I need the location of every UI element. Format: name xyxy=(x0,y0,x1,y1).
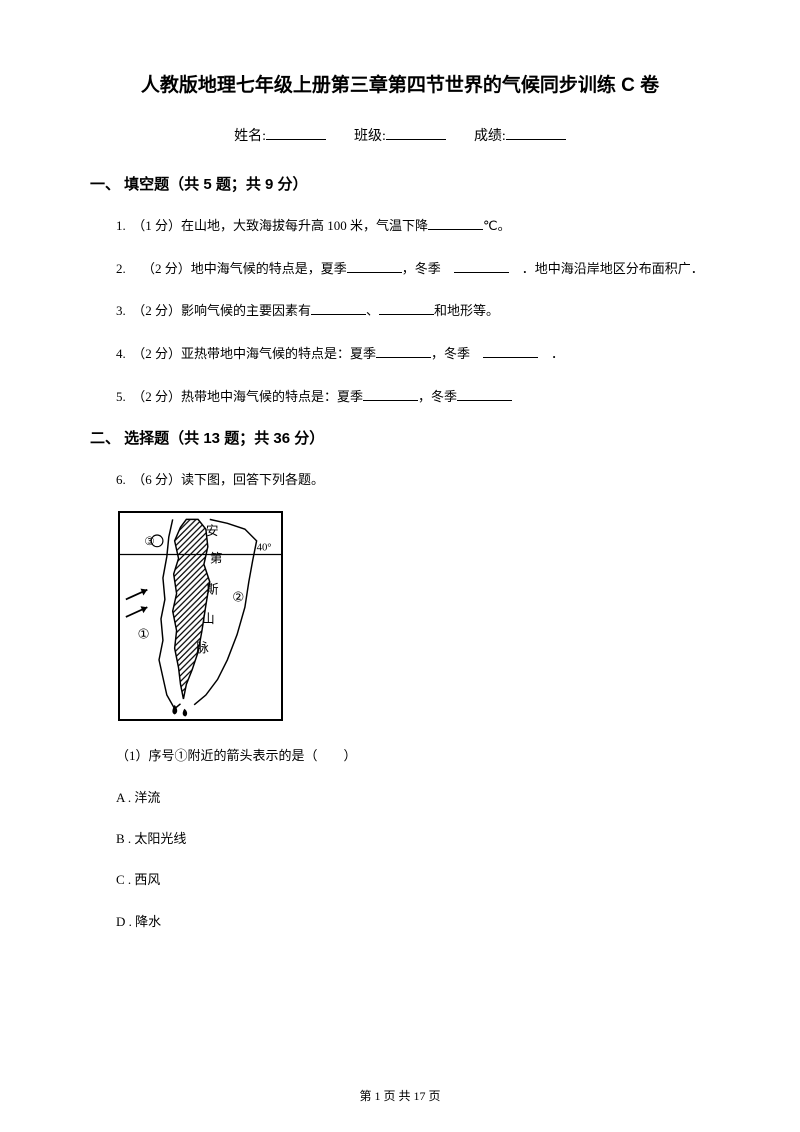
q3-blank1 xyxy=(311,303,366,315)
page-footer: 第 1 页 共 17 页 xyxy=(0,1087,800,1104)
q4-blank1 xyxy=(376,346,431,358)
footer-total: 17 xyxy=(414,1089,426,1103)
footer-mid: 页 共 xyxy=(380,1089,413,1103)
q3-text-mid: 、 xyxy=(366,303,379,318)
q5-blank1 xyxy=(363,389,418,401)
q2-text-post: ．地中海沿岸地区分布面积广． xyxy=(522,261,704,276)
q4-text-pre: 4. （2 分）亚热带地中海气候的特点是：夏季 xyxy=(116,346,376,361)
lat-label: 40° xyxy=(257,542,272,554)
footer-post: 页 xyxy=(426,1089,441,1103)
name-label: 姓名: xyxy=(234,129,266,144)
q5-text-mid: ，冬季 xyxy=(418,389,457,404)
option-d: D . 降水 xyxy=(90,910,710,933)
option-b: B . 太阳光线 xyxy=(90,827,710,850)
option-c: C . 西风 xyxy=(90,868,710,891)
page-title: 人教版地理七年级上册第三章第四节世界的气候同步训练 C 卷 xyxy=(90,70,710,97)
question-4: 4. （2 分）亚热带地中海气候的特点是：夏季 ，冬季 ． xyxy=(90,342,710,367)
q3-text-post: 和地形等。 xyxy=(434,303,499,318)
q5-blank2 xyxy=(457,389,512,401)
option-a: A . 洋流 xyxy=(90,786,710,809)
score-label: 成绩: xyxy=(474,129,506,144)
q1-text-post: ℃。 xyxy=(483,218,511,233)
q2-text-mid: ，冬季 xyxy=(402,261,454,276)
question-3: 3. （2 分）影响气候的主要因素有 、 和地形等。 xyxy=(90,299,710,324)
q3-text-pre: 3. （2 分）影响气候的主要因素有 xyxy=(116,303,311,318)
q3-blank2 xyxy=(379,303,434,315)
q1-blank xyxy=(428,218,483,230)
svg-text:安: 安 xyxy=(206,524,219,538)
q4-text-mid: ，冬季 xyxy=(431,346,483,361)
question-6-1: （1）序号①附近的箭头表示的是（ ） xyxy=(90,744,710,767)
svg-text:第: 第 xyxy=(210,551,223,565)
q4-text-post: ． xyxy=(551,346,564,361)
svg-text:③: ③ xyxy=(144,535,154,548)
q1-text-pre: 1. （1 分）在山地，大致海拔每升高 100 米，气温下降 xyxy=(116,218,428,233)
section-2-header: 二、 选择题（共 13 题；共 36 分） xyxy=(90,427,710,448)
footer-pre: 第 xyxy=(359,1089,374,1103)
svg-text:脉: 脉 xyxy=(196,641,209,655)
question-2: 2. （2 分）地中海气候的特点是，夏季 ，冬季 ．地中海沿岸地区分布面积广． xyxy=(90,257,710,282)
name-blank xyxy=(266,126,326,140)
student-info-row: 姓名: 班级: 成绩: xyxy=(90,125,710,145)
score-blank xyxy=(506,126,566,140)
section-1-header: 一、 填空题（共 5 题；共 9 分） xyxy=(90,173,710,194)
svg-text:②: ② xyxy=(232,589,244,604)
class-blank xyxy=(386,126,446,140)
map-figure: 40° ③ ① ② 安 第 斯 山 脉 xyxy=(118,511,710,726)
svg-text:山: 山 xyxy=(202,612,215,626)
question-6: 6. （6 分）读下图，回答下列各题。 xyxy=(90,468,710,493)
map-svg: 40° ③ ① ② 安 第 斯 山 脉 xyxy=(118,511,283,721)
q2-blank1 xyxy=(347,261,402,273)
q2-line1: 2. （2 分）地中海气候的特点是，夏季 ，冬季 ．地中海沿岸地区分布面积广． xyxy=(90,257,704,282)
svg-text:①: ① xyxy=(138,627,150,642)
svg-text:斯: 斯 xyxy=(206,583,219,597)
class-label: 班级: xyxy=(354,129,386,144)
question-5: 5. （2 分）热带地中海气候的特点是：夏季 ，冬季 xyxy=(90,385,710,410)
q4-blank2 xyxy=(483,346,538,358)
q5-text-pre: 5. （2 分）热带地中海气候的特点是：夏季 xyxy=(116,389,363,404)
q2-text-pre: 2. （2 分）地中海气候的特点是，夏季 xyxy=(116,261,347,276)
question-1: 1. （1 分）在山地，大致海拔每升高 100 米，气温下降 ℃。 xyxy=(90,214,710,239)
q2-blank2 xyxy=(454,261,509,273)
